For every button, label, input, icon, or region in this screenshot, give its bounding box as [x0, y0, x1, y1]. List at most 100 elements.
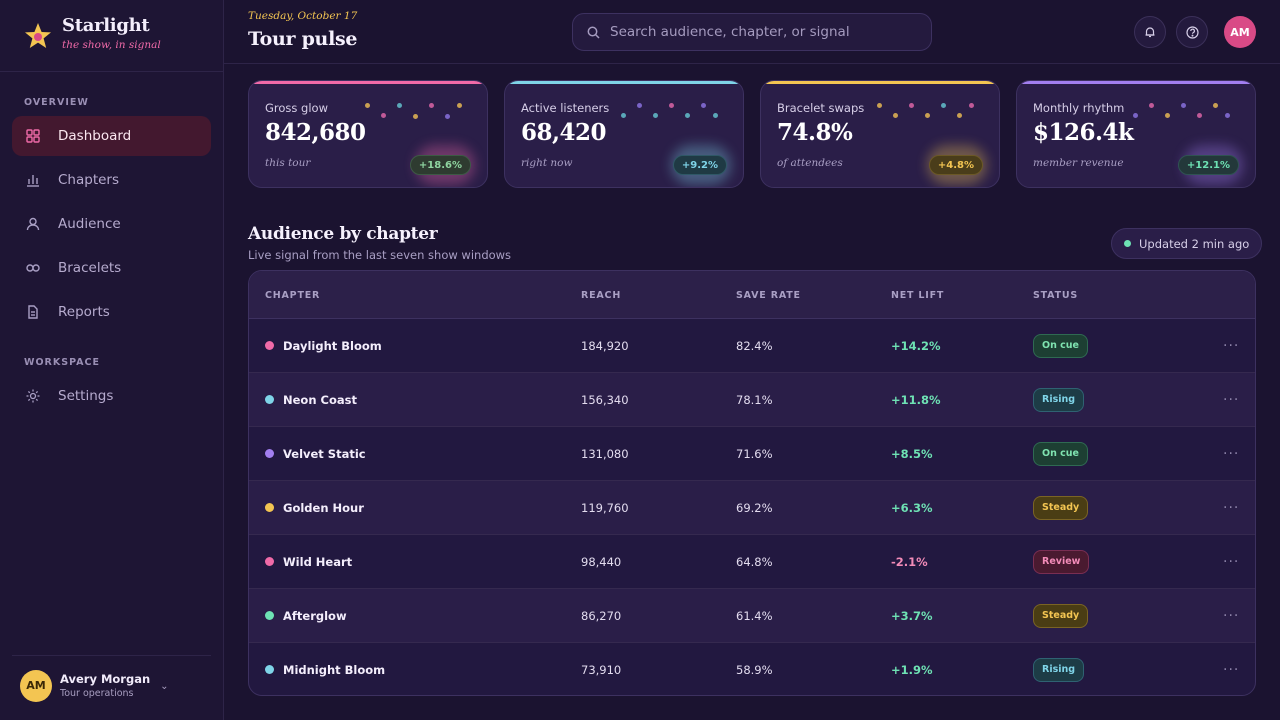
kpi-card-bracelet-swaps[interactable]: Bracelet swaps 74.8% of attendees +4.8%: [760, 80, 1000, 188]
chapter-cell: Velvet Static: [265, 427, 366, 480]
kpi-value: 68,420: [521, 119, 607, 146]
chapter-cell: Midnight Bloom: [265, 643, 385, 695]
bell-icon: [1145, 27, 1155, 38]
reach-cell: 119,760: [581, 500, 629, 515]
kpi-accent-bar: [505, 81, 743, 84]
kpi-card-gross-glow[interactable]: Gross glow 842,680 this tour +18.6%: [248, 80, 488, 188]
grid-icon: [26, 129, 40, 143]
table-row[interactable]: Wild Heart 98,440 64.8% -2.1% Review ···: [249, 535, 1255, 589]
kpi-label: Monthly rhythm: [1033, 101, 1125, 115]
date-label: Tuesday, October 17: [248, 10, 358, 22]
chapter-name: Neon Coast: [283, 392, 357, 407]
more-options-icon[interactable]: ···: [1223, 607, 1240, 624]
chapter-color-dot: [265, 395, 274, 404]
sidebar-item-bracelets[interactable]: Bracelets: [12, 248, 211, 288]
link-icon: [26, 261, 40, 275]
net-lift-cell: +1.9%: [891, 662, 933, 677]
sidebar-item-dashboard[interactable]: Dashboard: [12, 116, 211, 156]
table-row[interactable]: Neon Coast 156,340 78.1% +11.8% Rising ···: [249, 373, 1255, 427]
profile-avatar[interactable]: AM: [1224, 16, 1256, 48]
net-lift-cell: +6.3%: [891, 500, 933, 515]
chapter-color-dot: [265, 665, 274, 674]
kpi-accent-bar: [1017, 81, 1255, 84]
kpi-label: Gross glow: [265, 101, 328, 115]
table-row[interactable]: Golden Hour 119,760 69.2% +6.3% Steady ···: [249, 481, 1255, 535]
notifications-button[interactable]: [1134, 16, 1166, 48]
reach-cell: 184,920: [581, 338, 629, 353]
status-badge: Rising: [1033, 657, 1085, 682]
table-row[interactable]: Midnight Bloom 73,910 58.9% +1.9% Rising ···: [249, 643, 1255, 695]
column-header-reach[interactable]: REACH: [581, 290, 622, 301]
sidebar-divider: [0, 71, 223, 72]
more-options-icon[interactable]: ···: [1223, 553, 1240, 570]
column-header-net-lift[interactable]: NET LIFT: [891, 290, 945, 301]
section-subtitle: Live signal from the last seven show win…: [248, 248, 512, 262]
status-badge: Review: [1033, 549, 1090, 574]
status-badge: Rising: [1033, 387, 1085, 412]
chevron-down-icon[interactable]: ⌄: [160, 681, 169, 692]
chapter-color-dot: [265, 449, 274, 458]
kpi-sparkle-dots: [621, 101, 731, 123]
star-logo-icon: [25, 23, 51, 48]
sidebar-item-chapters[interactable]: Chapters: [12, 160, 211, 200]
chapter-name: Velvet Static: [283, 446, 366, 461]
sidebar-item-reports[interactable]: Reports: [12, 292, 211, 332]
kpi-card-monthly-rhythm[interactable]: Monthly rhythm $126.4k member revenue +1…: [1016, 80, 1256, 188]
topbar: Tuesday, October 17 Tour pulse AM: [224, 0, 1280, 64]
user-menu[interactable]: AM Avery Morgan Tour operations ⌄: [12, 655, 211, 705]
help-button[interactable]: [1176, 16, 1208, 48]
table-row[interactable]: Afterglow 86,270 61.4% +3.7% Steady ···: [249, 589, 1255, 643]
net-lift-cell: +14.2%: [891, 338, 941, 353]
reach-cell: 156,340: [581, 392, 629, 407]
kpi-value: 74.8%: [777, 119, 853, 146]
brand-name: Starlight: [62, 15, 150, 36]
sidebar-item-label: Dashboard: [58, 128, 132, 144]
chapter-name: Golden Hour: [283, 500, 364, 515]
column-header-save-rate[interactable]: SAVE RATE: [736, 290, 801, 301]
kpi-change-badge: +18.6%: [409, 155, 471, 175]
user-role: Tour operations: [60, 688, 134, 699]
kpi-accent-bar: [249, 81, 487, 84]
table-row[interactable]: Daylight Bloom 184,920 82.4% +14.2% On cue ··…: [249, 319, 1255, 373]
bar-chart-icon: [26, 173, 40, 187]
sidebar-item-settings[interactable]: Settings: [12, 376, 211, 416]
status-cell: Rising: [1033, 373, 1085, 426]
kpi-subtitle: this tour: [265, 157, 311, 169]
status-badge: Steady: [1033, 495, 1089, 520]
sidebar-item-label: Audience: [58, 216, 121, 232]
chapter-cell: Golden Hour: [265, 481, 364, 534]
chapter-cell: Daylight Bloom: [265, 319, 382, 372]
sidebar-item-audience[interactable]: Audience: [12, 204, 211, 244]
table-row[interactable]: Velvet Static 131,080 71.6% +8.5% On cue ···: [249, 427, 1255, 481]
search-bar[interactable]: [572, 13, 932, 51]
kpi-subtitle: right now: [521, 157, 573, 169]
column-header-status[interactable]: STATUS: [1033, 290, 1079, 301]
status-cell: Steady: [1033, 481, 1089, 534]
more-options-icon[interactable]: ···: [1223, 391, 1240, 408]
more-options-icon[interactable]: ···: [1223, 499, 1240, 516]
more-options-icon[interactable]: ···: [1223, 337, 1240, 354]
brand[interactable]: Starlight the show, in signal: [24, 14, 161, 62]
status-badge: On cue: [1033, 441, 1088, 466]
save-rate-cell: 71.6%: [736, 446, 773, 461]
page-title: Tour pulse: [248, 28, 358, 50]
kpi-change-badge: +4.8%: [928, 155, 983, 175]
column-header-chapter[interactable]: CHAPTER: [265, 290, 321, 301]
status-badge: On cue: [1033, 333, 1088, 358]
brand-tagline: the show, in signal: [62, 39, 161, 51]
more-options-icon[interactable]: ···: [1223, 445, 1240, 462]
net-lift-cell: +3.7%: [891, 608, 933, 623]
search-input[interactable]: [610, 24, 910, 40]
chapter-name: Daylight Bloom: [283, 338, 382, 353]
kpi-value: $126.4k: [1033, 119, 1134, 146]
reach-cell: 73,910: [581, 662, 622, 677]
reach-cell: 98,440: [581, 554, 622, 569]
more-options-icon[interactable]: ···: [1223, 661, 1240, 678]
save-rate-cell: 64.8%: [736, 554, 773, 569]
updated-label: Updated 2 min ago: [1139, 236, 1250, 251]
kpi-subtitle: of attendees: [777, 157, 843, 169]
kpi-change-badge: +9.2%: [672, 155, 727, 175]
net-lift-cell: -2.1%: [891, 554, 928, 569]
kpi-card-active-listeners[interactable]: Active listeners 68,420 right now +9.2%: [504, 80, 744, 188]
reach-cell: 131,080: [581, 446, 629, 461]
